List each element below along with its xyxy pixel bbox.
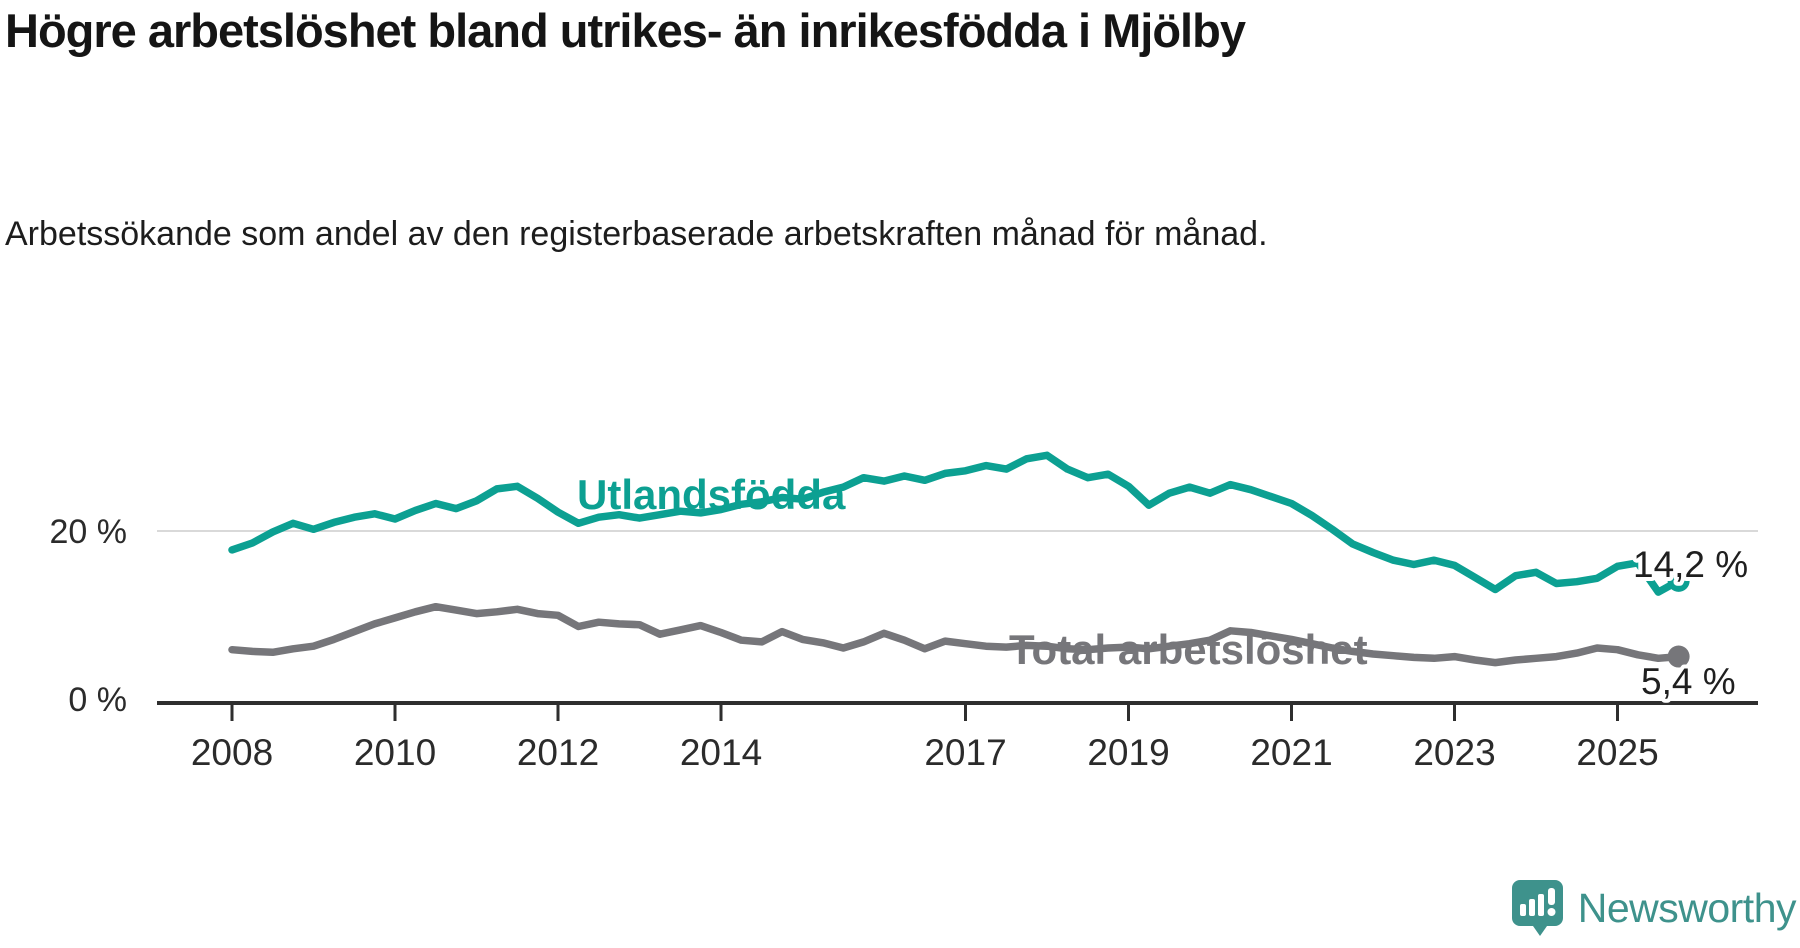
newsworthy-icon — [1511, 880, 1563, 936]
chart-subtitle: Arbetssökande som andel av den registerb… — [5, 215, 1268, 253]
bar-3 — [1537, 894, 1544, 916]
series-line-total — [228, 602, 1683, 667]
exclamation-dot — [1547, 908, 1556, 916]
newsworthy-wordmark: Newsworthy — [1577, 884, 1797, 931]
x-tick-label: 2012 — [517, 732, 599, 773]
exclamation-bar — [1547, 888, 1555, 905]
x-tick-label: 2014 — [680, 732, 762, 773]
x-tick-label: 2008 — [191, 732, 273, 773]
series-end-value-total: 5,4 % — [1641, 661, 1736, 702]
chart-title: Högre arbetslöshet bland utrikes- än inr… — [5, 4, 1246, 57]
x-tick-label: 2023 — [1413, 732, 1495, 773]
series-end-dot-total — [1667, 645, 1690, 668]
series-line-utlandsfodda — [228, 451, 1683, 596]
speech-bubble-shape — [1511, 880, 1563, 936]
x-tick-label: 2017 — [924, 732, 1006, 773]
y-tick-label: 0 % — [68, 681, 127, 719]
bar-2 — [1528, 899, 1535, 916]
series-label-utlandsfodda: Utlandsfödda — [577, 471, 846, 518]
x-tick-label: 2019 — [1087, 732, 1169, 773]
x-tick-label: 2025 — [1576, 732, 1658, 773]
series-label-total: Total arbetslöshet — [1009, 626, 1368, 673]
x-tick-label: 2021 — [1250, 732, 1332, 773]
y-tick-label: 20 % — [50, 513, 128, 551]
x-tick-label: 2010 — [354, 732, 436, 773]
series-end-dot-utlandsfodda — [1667, 569, 1690, 592]
newsworthy-logo: Newsworthy — [1510, 878, 1797, 938]
bar-1 — [1519, 904, 1526, 916]
series-end-value-utlandsfodda: 14,2 % — [1633, 544, 1748, 585]
